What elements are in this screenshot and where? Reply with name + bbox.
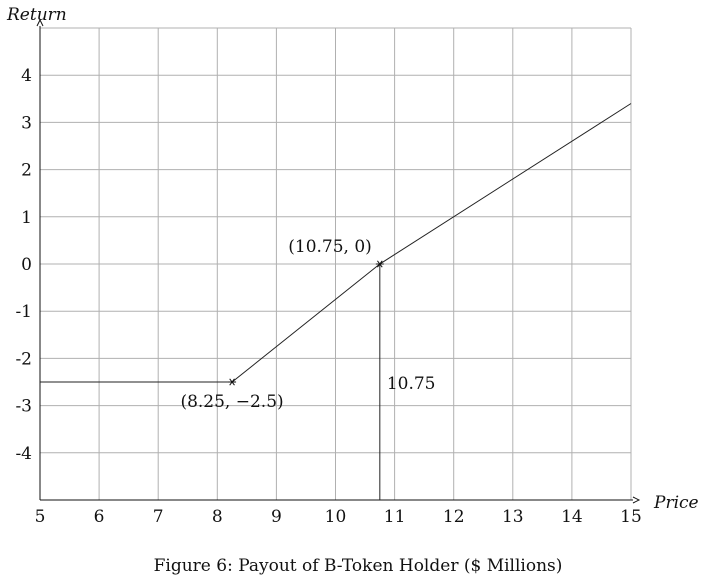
x-tick-label: 13 <box>502 507 524 527</box>
x-tick-label: 10 <box>325 507 347 527</box>
x-tick-label: 6 <box>94 507 105 527</box>
x-tick-label: 15 <box>620 507 642 527</box>
x-tick-label: 8 <box>212 507 223 527</box>
x-axis-arrow <box>632 496 641 504</box>
data-point-label: (10.75, 0) <box>288 237 372 257</box>
axes <box>36 18 641 504</box>
x-tick-label: 14 <box>561 507 583 527</box>
data-point-label: (8.25, −2.5) <box>180 392 283 412</box>
y-tick-label: -3 <box>15 397 32 417</box>
y-tick-label: -1 <box>15 302 32 322</box>
series: 10.75 (8.25, −2.5) (10.75, 0) <box>40 103 632 500</box>
x-tick-label: 7 <box>153 507 164 527</box>
figure-caption: Figure 6: Payout of B-Token Holder ($ Mi… <box>153 556 563 576</box>
y-tick-label: 4 <box>21 66 32 86</box>
x-tick-label: 9 <box>271 507 282 527</box>
data-point-marker <box>375 260 384 268</box>
x-axis-label: Price <box>653 493 699 513</box>
grid <box>39 27 632 501</box>
x-tick-label: 11 <box>384 507 406 527</box>
data-point-marker <box>228 378 237 386</box>
y-tick-label: -2 <box>15 349 32 369</box>
payout-chart: 10.75(8.25, −2.5)(10.75, 0) 5 6 7 8 9 10 11 12 1… <box>6 5 699 527</box>
y-tick-label: -4 <box>15 444 32 464</box>
y-tick-label: 2 <box>21 161 32 181</box>
x-tick-label: 5 <box>35 507 46 527</box>
y-tick-label: 3 <box>21 113 32 133</box>
y-tick-label: 0 <box>21 255 32 275</box>
x-tick-label: 12 <box>443 507 465 527</box>
payout-line <box>40 103 632 383</box>
y-tick-label: 1 <box>21 208 32 228</box>
y-axis-arrow <box>36 18 44 27</box>
y-axis-label: Return <box>6 5 67 25</box>
reference-line-label: 10.75 <box>387 374 436 394</box>
